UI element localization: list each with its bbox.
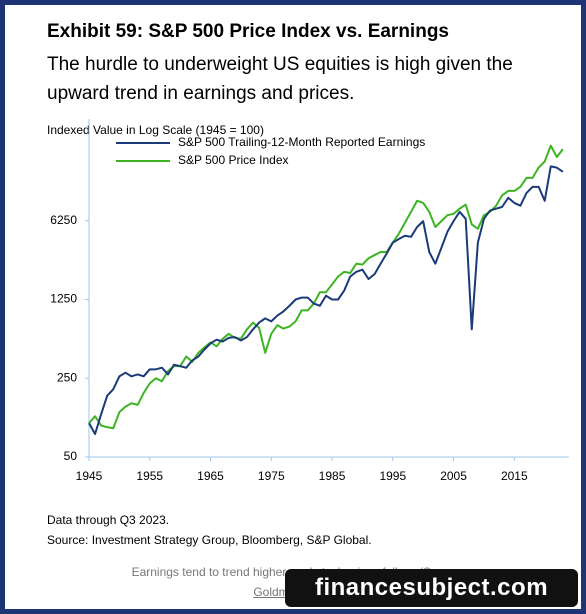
y-tick-label: 1250 <box>50 292 77 306</box>
x-tick-label: 2005 <box>440 469 467 483</box>
note: Data through Q3 2023. <box>47 513 170 527</box>
chart-title: Exhibit 59: S&P 500 Price Index vs. Earn… <box>47 21 449 42</box>
y-tick-label: 6250 <box>50 213 77 227</box>
y-axis-label: Indexed Value in Log Scale (1945 = 100) <box>47 123 264 137</box>
y-tick-label: 50 <box>64 449 78 463</box>
x-tick-label: 1975 <box>258 469 285 483</box>
x-tick-label: 1945 <box>76 469 103 483</box>
x-tick-label: 1985 <box>319 469 346 483</box>
watermark: financesubject.com <box>285 569 578 607</box>
note: Source: Investment Strategy Group, Bloom… <box>47 533 372 547</box>
series-line <box>88 144 564 430</box>
x-tick-label: 2015 <box>501 469 528 483</box>
x-tick-label: 1995 <box>379 469 406 483</box>
legend-label: S&P 500 Price Index <box>178 153 289 167</box>
x-tick-label: 1965 <box>197 469 224 483</box>
chart-subtitle: The hurdle to underweight US equities is… <box>47 54 513 104</box>
series-line <box>88 165 564 435</box>
x-tick-label: 1955 <box>136 469 163 483</box>
legend-label: S&P 500 Trailing-12-Month Reported Earni… <box>178 135 425 149</box>
y-tick-label: 250 <box>57 370 77 384</box>
